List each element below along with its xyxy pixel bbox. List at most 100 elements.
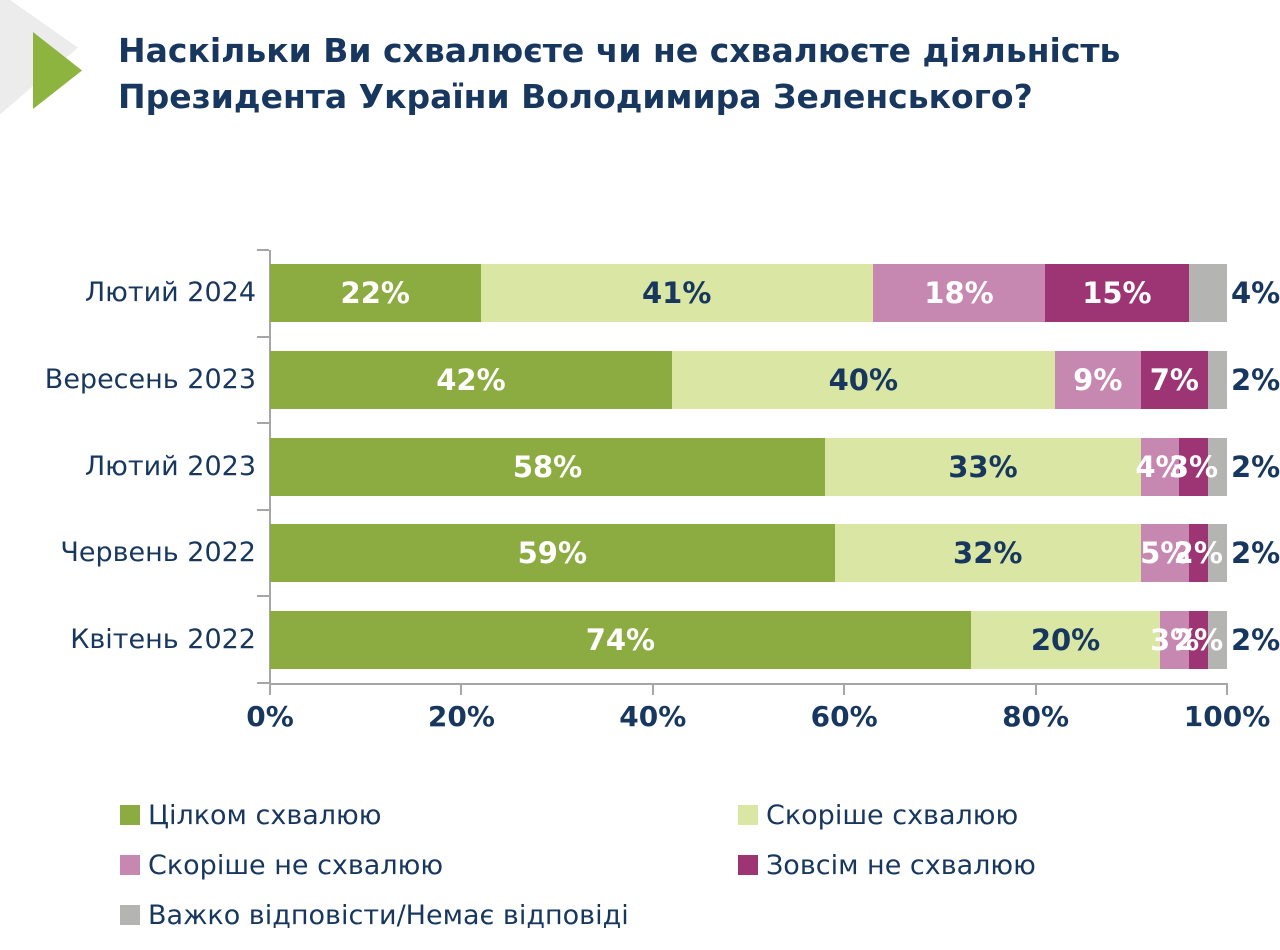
x-axis-tick-label: 40%: [619, 700, 687, 733]
bar-row: 42% 40% 9% 7% 2%: [270, 350, 1280, 409]
bar-segment: 3%: [1169, 437, 1218, 496]
legend-item: Важко відповісти/Немає відповіді: [120, 900, 738, 931]
chart-legend: Цілком схвалюю Скоріше схвалюю Скоріше не …: [120, 790, 1180, 940]
legend-item: Зовсім не схвалюю: [738, 850, 1180, 881]
bar-row: 59% 32% 5% 2% 2%: [270, 524, 1280, 583]
x-axis-tick-label: 20%: [427, 700, 495, 733]
bar-value-label: 15%: [1082, 276, 1152, 311]
bar-value-label: 7%: [1149, 362, 1199, 397]
x-axis-tick: [460, 683, 463, 695]
bar-row: 74% 20% 3% 2% 2%: [270, 610, 1280, 669]
bar-value-label-outside: 2%: [1231, 449, 1280, 484]
legend-swatch-icon: [738, 805, 758, 825]
bar-segment: 2%: [1174, 524, 1223, 583]
bar-segment: 59%: [270, 524, 835, 583]
page-title-line-2: Президента України Володимира Зеленськог…: [118, 76, 1033, 116]
bar-segment: 58%: [270, 437, 826, 496]
bar-segment: 32%: [834, 524, 1141, 583]
bar-segment: 74%: [270, 610, 971, 669]
y-axis-tick: [257, 249, 269, 251]
bar-value-label: 2%: [1173, 536, 1223, 571]
bar-value-label: 20%: [1030, 622, 1101, 657]
bar-value-label: 3%: [1168, 449, 1219, 484]
bar-value-label: 59%: [517, 536, 588, 571]
legend-swatch-icon: [120, 855, 140, 875]
y-axis-label: Лютий 2024: [84, 277, 256, 309]
y-axis-tick: [257, 682, 269, 684]
x-axis-tick-label: 0%: [246, 700, 294, 733]
legend-label: Зовсім не схвалюю: [766, 849, 1036, 881]
bar-value-label: 74%: [585, 622, 656, 657]
bar-value-label: 2%: [1173, 622, 1224, 657]
bar-segment: 9%: [1054, 350, 1141, 409]
bar-value-label: 33%: [948, 449, 1018, 484]
bar-segment: 41%: [480, 264, 873, 323]
bar-value-label: 41%: [642, 276, 712, 311]
bar-value-label-outside: 2%: [1231, 362, 1280, 397]
bar-segment: 18%: [872, 264, 1046, 323]
bar-segment: 20%: [970, 610, 1161, 669]
x-axis-tick-label: 100%: [1183, 700, 1271, 733]
y-axis-label: Червень 2022: [60, 537, 256, 569]
legend-label: Скоріше схвалюю: [766, 799, 1019, 831]
x-axis-tick: [651, 683, 654, 695]
bar-segment: 42%: [270, 350, 672, 409]
bar-segment: 4%: [1135, 437, 1185, 496]
page-title-line-1: Наскільки Ви схвалюєте чи не схвалюєте д…: [118, 31, 1121, 70]
y-axis-tick: [257, 335, 269, 338]
legend-swatch-icon: [120, 805, 140, 825]
bar-segment: [1207, 524, 1227, 583]
bar-value-label: 3%: [1149, 622, 1200, 657]
y-axis-label: Лютий 2023: [84, 450, 256, 482]
bar-segment: 2%: [1174, 610, 1223, 669]
bar-value-label: 32%: [953, 536, 1023, 571]
legend-label: Цілком схвалюю: [148, 799, 382, 831]
x-axis-tick: [1034, 683, 1037, 695]
bar-segment: [1207, 350, 1227, 409]
bar-value-label-outside: 2%: [1231, 536, 1280, 571]
legend-swatch-icon: [738, 855, 758, 875]
bar-value-label-outside: 4%: [1231, 276, 1280, 311]
y-axis-tick: [257, 422, 269, 425]
bar-segment: 22%: [270, 264, 481, 323]
bar-segment: 3%: [1150, 610, 1199, 669]
legend-label: Важко відповісти/Немає відповіді: [148, 899, 629, 931]
bar-segment: 5%: [1140, 524, 1190, 583]
legend-label: Скоріше не схвалюю: [148, 849, 444, 881]
y-axis-label: Квітень 2022: [70, 623, 256, 655]
x-axis-tick: [269, 683, 271, 695]
bar-value-label: 9%: [1073, 362, 1123, 397]
bar-value-label: 22%: [340, 276, 410, 311]
y-axis-tick: [257, 595, 269, 598]
bar-segment: [1188, 264, 1227, 323]
bar-segment: [1207, 437, 1227, 496]
x-axis-tick: [1226, 683, 1228, 695]
bar-row: 22% 41% 18% 15% 4%: [270, 264, 1280, 323]
bar-segment: 40%: [671, 350, 1055, 409]
legend-item: Скоріше схвалюю: [738, 800, 1180, 831]
bar-value-label: 40%: [828, 362, 899, 397]
bar-value-label: 4%: [1135, 449, 1185, 484]
bar-value-label: 18%: [924, 276, 994, 311]
y-axis-label: Вересень 2023: [44, 363, 256, 395]
bar-value-label: 58%: [512, 449, 583, 484]
x-axis-tick-label: 80%: [1002, 700, 1070, 733]
legend-item: Цілком схвалюю: [120, 800, 738, 831]
y-axis-tick: [257, 508, 269, 511]
bar-segment: 33%: [825, 437, 1141, 496]
x-axis-line: [270, 683, 1227, 685]
bar-value-label: 5%: [1140, 536, 1190, 571]
bar-value-label-outside: 2%: [1231, 622, 1280, 657]
legend-item: Скоріше не схвалюю: [120, 850, 738, 881]
x-axis-tick-label: 60%: [810, 700, 878, 733]
page-title: Наскільки Ви схвалюєте чи не схвалюєте д…: [118, 28, 1258, 119]
bar-segment: [1208, 610, 1227, 669]
bar-value-label: 42%: [436, 362, 506, 397]
legend-swatch-icon: [120, 905, 140, 925]
bar-segment: 15%: [1045, 264, 1189, 323]
bar-row: 58% 33% 4% 3% 2%: [270, 437, 1280, 496]
x-axis-tick: [843, 683, 846, 695]
bar-segment: 7%: [1140, 350, 1208, 409]
